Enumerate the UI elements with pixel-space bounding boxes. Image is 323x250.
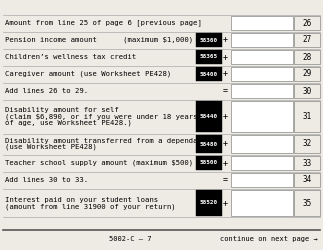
Text: 34: 34: [302, 176, 312, 184]
Text: 58440: 58440: [200, 114, 218, 119]
Text: 33: 33: [302, 158, 312, 168]
Text: Amount from line 25 of page 6 [previous page]: Amount from line 25 of page 6 [previous …: [5, 20, 202, 26]
Text: 27: 27: [302, 36, 312, 44]
Text: Disability amount transferred from a dependant: Disability amount transferred from a dep…: [5, 138, 206, 144]
Text: (use Worksheet PE428): (use Worksheet PE428): [5, 144, 97, 150]
Text: Disability amount for self: Disability amount for self: [5, 107, 119, 113]
Bar: [196, 190, 222, 216]
Text: +: +: [223, 198, 227, 207]
Text: (claim $6,890, or if you were under 18 years: (claim $6,890, or if you were under 18 y…: [5, 113, 197, 120]
Text: Caregiver amount (use Worksheet PE428): Caregiver amount (use Worksheet PE428): [5, 71, 171, 77]
Text: 28: 28: [302, 52, 312, 62]
Text: Add lines 30 to 33.: Add lines 30 to 33.: [5, 177, 88, 183]
Bar: [231, 67, 293, 81]
Bar: [196, 135, 222, 153]
Text: 58480: 58480: [200, 142, 218, 146]
Bar: [294, 84, 320, 98]
Text: 26: 26: [302, 18, 312, 28]
Text: =: =: [223, 176, 227, 184]
Text: of age, use Worksheet PE428.): of age, use Worksheet PE428.): [5, 120, 132, 126]
Bar: [196, 101, 222, 132]
Bar: [231, 101, 293, 132]
Bar: [231, 190, 293, 216]
Text: 32: 32: [302, 140, 312, 148]
Text: 58400: 58400: [200, 72, 218, 76]
Text: +: +: [223, 158, 227, 168]
Text: +: +: [223, 70, 227, 78]
Bar: [294, 101, 320, 132]
Text: Interest paid on your student loans: Interest paid on your student loans: [5, 197, 158, 203]
Bar: [294, 173, 320, 187]
Bar: [231, 16, 293, 30]
Bar: [196, 67, 222, 81]
Text: 5002-C – 7: 5002-C – 7: [109, 236, 151, 242]
Text: 30: 30: [302, 86, 312, 96]
Text: 35: 35: [302, 198, 312, 207]
Bar: [294, 190, 320, 216]
Bar: [294, 135, 320, 153]
Text: +: +: [223, 140, 227, 148]
Bar: [294, 67, 320, 81]
Bar: [231, 50, 293, 64]
Bar: [294, 50, 320, 64]
Text: Add lines 26 to 29.: Add lines 26 to 29.: [5, 88, 88, 94]
Bar: [196, 50, 222, 64]
Bar: [294, 16, 320, 30]
Text: =: =: [223, 86, 227, 96]
Text: 58520: 58520: [200, 200, 218, 205]
Bar: [231, 156, 293, 170]
Text: (amount from line 31900 of your return): (amount from line 31900 of your return): [5, 203, 176, 209]
Bar: [196, 156, 222, 170]
Bar: [294, 156, 320, 170]
Text: 31: 31: [302, 112, 312, 121]
Bar: [231, 173, 293, 187]
Bar: [231, 33, 293, 47]
Text: 58500: 58500: [200, 160, 218, 166]
Text: continue on next page →: continue on next page →: [220, 236, 318, 242]
Text: +: +: [223, 112, 227, 121]
Text: Children’s wellness tax credit: Children’s wellness tax credit: [5, 54, 136, 60]
Text: +: +: [223, 52, 227, 62]
Text: 58365: 58365: [200, 54, 218, 60]
Text: Teacher school supply amount (maximum $500): Teacher school supply amount (maximum $5…: [5, 160, 193, 166]
Bar: [294, 33, 320, 47]
Bar: [231, 135, 293, 153]
Text: +: +: [223, 36, 227, 44]
Bar: [196, 33, 222, 47]
Text: 29: 29: [302, 70, 312, 78]
Text: Pension income amount      (maximum $1,000): Pension income amount (maximum $1,000): [5, 37, 193, 43]
Text: 58360: 58360: [200, 38, 218, 43]
Bar: [231, 84, 293, 98]
